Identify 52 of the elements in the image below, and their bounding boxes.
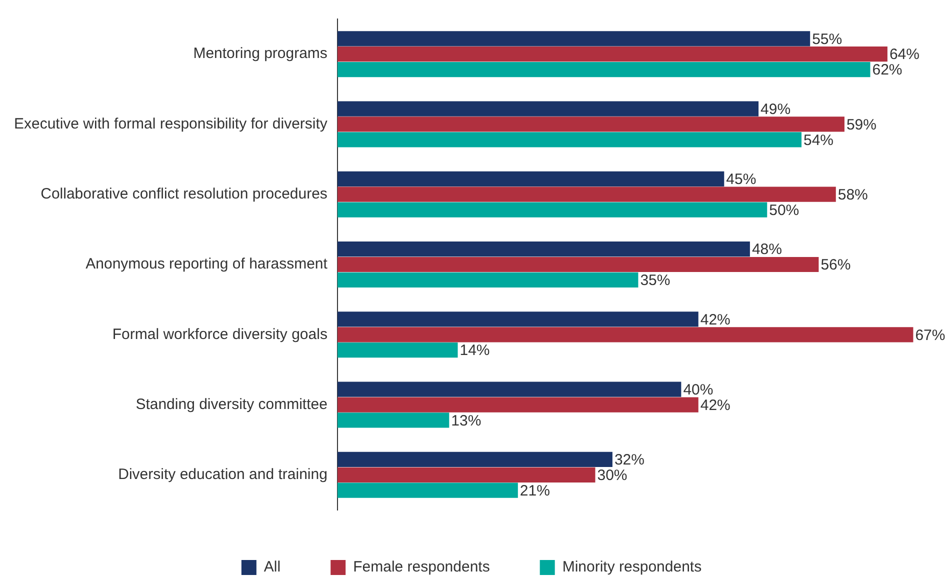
bar <box>337 101 759 116</box>
bar <box>337 256 819 272</box>
data-label: 50% <box>769 202 800 219</box>
bar <box>337 397 698 412</box>
data-label: 58% <box>838 186 868 204</box>
bar <box>337 242 750 257</box>
bar <box>337 327 914 342</box>
bar <box>337 382 682 397</box>
data-label: 67% <box>915 326 946 344</box>
y-tick-label: Standing diversity committee <box>136 396 328 413</box>
data-label: 21% <box>520 482 550 500</box>
legend-label: Minority respondents <box>562 558 702 576</box>
data-label: 59% <box>846 116 876 134</box>
bar <box>337 186 836 202</box>
y-tick-label: Diversity education and training <box>118 466 328 484</box>
bar <box>337 31 810 46</box>
bar <box>337 62 870 78</box>
data-label: 54% <box>804 132 834 149</box>
data-label: 14% <box>460 342 490 360</box>
y-tick-label: Formal workforce diversity goals <box>112 326 328 343</box>
data-label: 40% <box>683 381 714 398</box>
data-label: 42% <box>700 396 730 414</box>
data-label: 55% <box>812 30 842 48</box>
y-tick-label: Mentoring programs <box>193 45 328 62</box>
legend-label: All <box>264 558 281 576</box>
y-tick-label: Anonymous reporting of harassment <box>86 256 328 273</box>
data-label: 49% <box>760 100 791 118</box>
data-label: 32% <box>614 452 644 469</box>
data-label: 13% <box>451 412 482 430</box>
bar <box>337 467 596 482</box>
bar <box>337 482 518 498</box>
data-label: 35% <box>640 272 670 290</box>
data-label: 45% <box>726 171 756 188</box>
data-label: 56% <box>820 256 851 274</box>
data-label: 48% <box>752 241 782 258</box>
bar <box>337 132 802 148</box>
data-label: 42% <box>700 311 730 328</box>
bar <box>337 202 768 218</box>
bar <box>337 171 724 186</box>
bar <box>337 452 612 468</box>
data-label: 64% <box>889 46 920 64</box>
data-label: 30% <box>597 467 628 484</box>
bar <box>337 412 450 428</box>
legend-label: Female respondents <box>353 558 490 576</box>
y-tick-label: Executive with formal responsibility for diversity <box>14 115 328 132</box>
bar <box>337 342 458 358</box>
data-label: 62% <box>872 62 902 79</box>
bar <box>337 116 844 132</box>
bar <box>337 46 888 62</box>
y-tick-label: Collaborative conflict resolution procedures <box>40 186 328 202</box>
bar <box>337 312 698 327</box>
bar <box>337 272 638 288</box>
